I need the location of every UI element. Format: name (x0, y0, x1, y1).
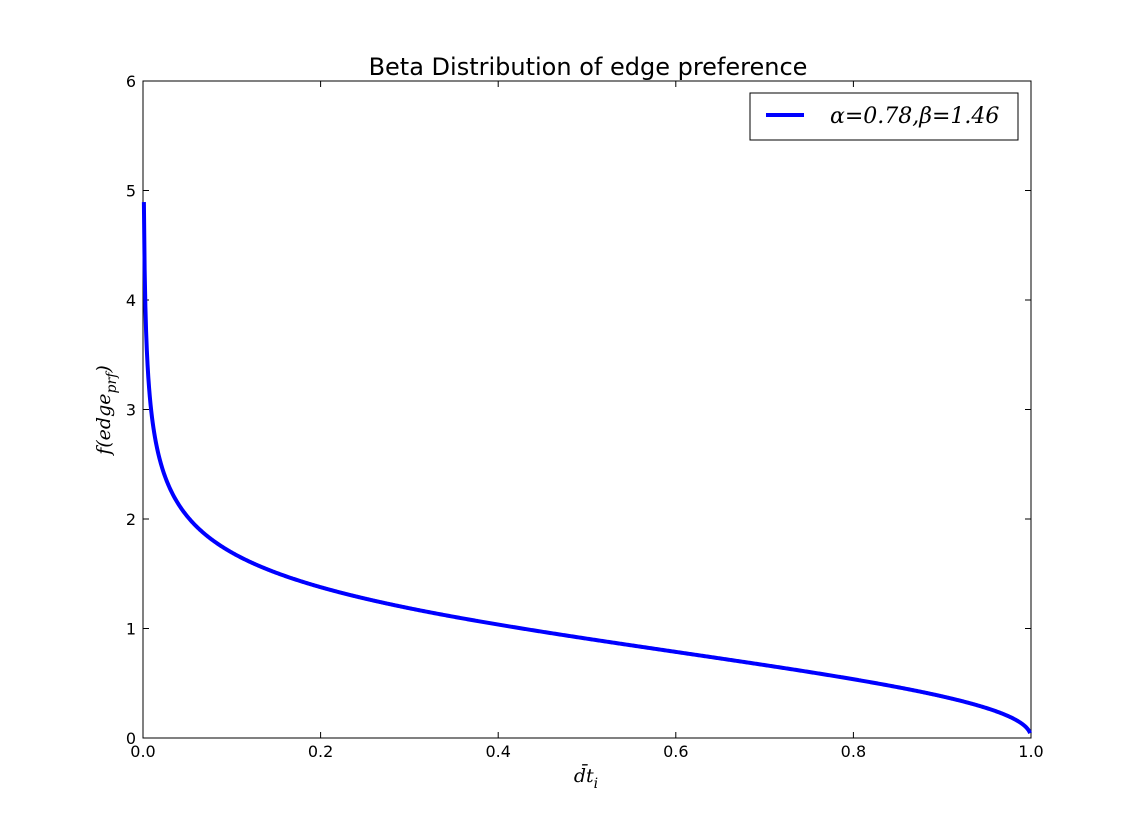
chart-title: Beta Distribution of edge preference (369, 53, 808, 81)
y-axis-label-subscript: prf (104, 370, 120, 394)
x-axis-label-subscript: i (594, 776, 598, 792)
y-axis-label-main: f(edge (93, 394, 115, 457)
y-tick-label: 3 (126, 401, 136, 420)
legend: α=0.78,β=1.46 (749, 92, 1019, 141)
y-tick-label: 0 (126, 729, 136, 748)
plot-area-frame (142, 80, 1032, 739)
y-tick-label: 6 (126, 72, 136, 91)
legend-label: α=0.78,β=1.46 (830, 104, 999, 129)
x-tick-label: 0.8 (841, 742, 866, 761)
y-tick-label: 2 (126, 510, 136, 529)
series-line (141, 202, 1032, 734)
axis-ticks: 0.0 0.2 0.4 0.6 0.8 1.0 0 1 2 3 4 5 6 (126, 72, 1044, 761)
y-axis-label-close: ) (93, 365, 115, 373)
x-tick-label: 1.0 (1018, 742, 1043, 761)
x-axis-label-main: d̄t (574, 763, 594, 787)
y-tick-label: 1 (126, 620, 136, 639)
y-axis-label: f(edgeprf) (93, 365, 120, 457)
x-tick-label: 0.6 (663, 742, 688, 761)
x-tick-label: 0.0 (130, 742, 155, 761)
y-tick-label: 5 (126, 182, 136, 201)
x-axis-label: d̄ti (574, 763, 598, 792)
y-tick-label: 4 (126, 291, 136, 310)
x-tick-label: 0.4 (485, 742, 510, 761)
x-tick-label: 0.2 (308, 742, 333, 761)
series-lines (141, 202, 1032, 734)
